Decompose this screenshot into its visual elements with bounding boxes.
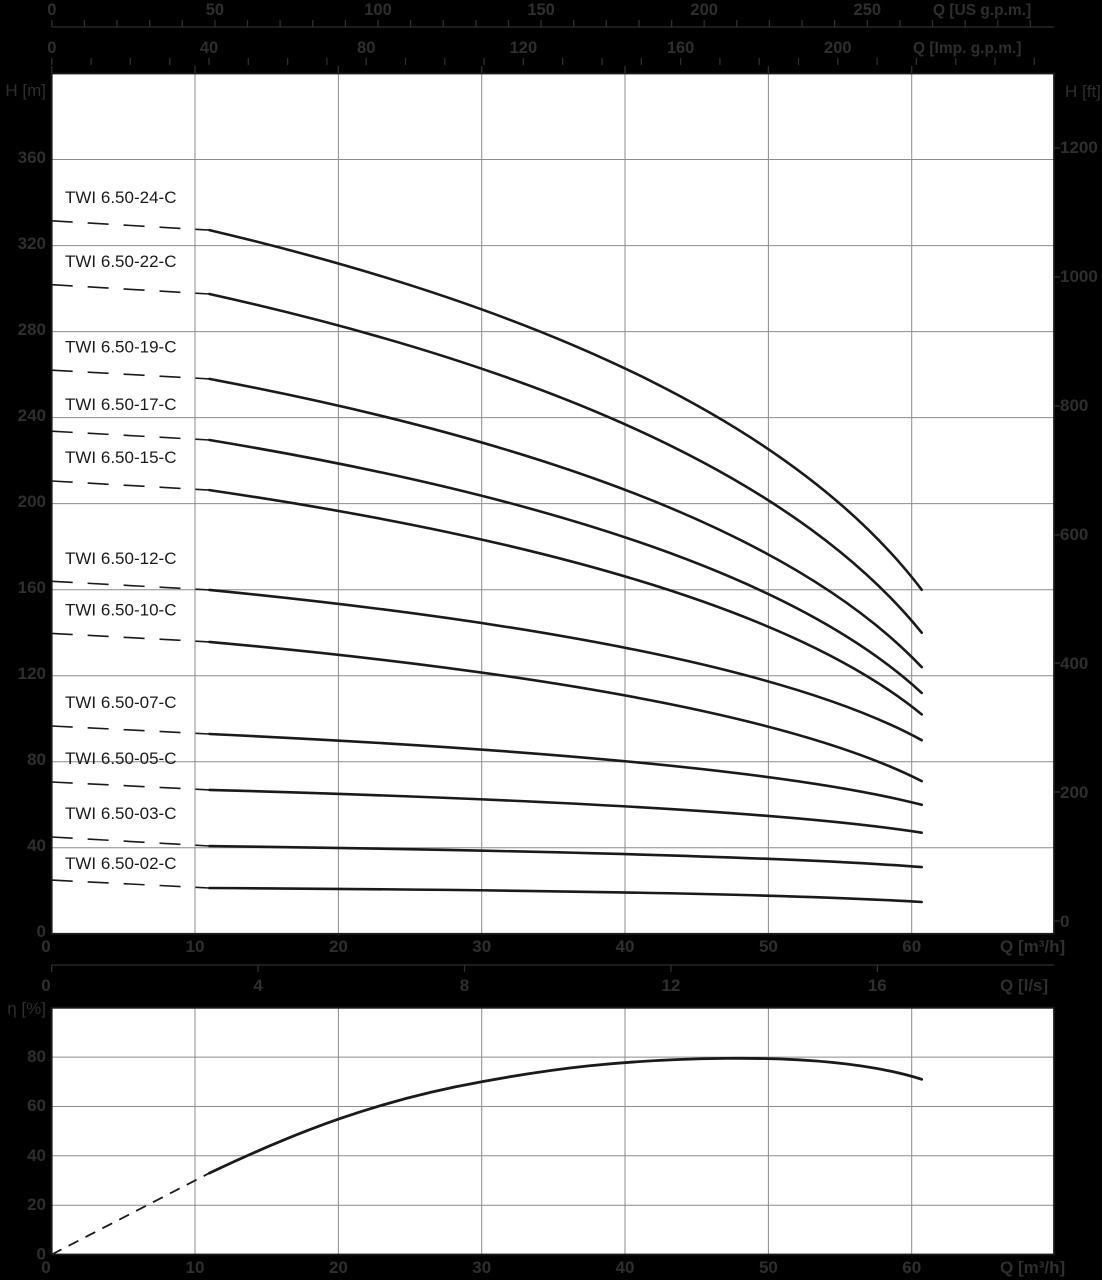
svg-text:30: 30 — [472, 1258, 491, 1277]
svg-text:H [m]: H [m] — [5, 81, 46, 100]
svg-text:10: 10 — [186, 1258, 205, 1277]
svg-text:400: 400 — [1060, 654, 1088, 673]
svg-text:200: 200 — [690, 1, 718, 19]
svg-text:120: 120 — [510, 39, 538, 57]
svg-text:50: 50 — [759, 937, 778, 956]
svg-text:200: 200 — [824, 39, 852, 57]
svg-text:200: 200 — [1060, 783, 1088, 802]
svg-text:TWI 6.50-24-C: TWI 6.50-24-C — [65, 188, 176, 207]
svg-text:40: 40 — [616, 937, 635, 956]
svg-text:200: 200 — [18, 492, 46, 511]
svg-text:40: 40 — [616, 1258, 635, 1277]
svg-text:TWI 6.50-03-C: TWI 6.50-03-C — [65, 804, 176, 823]
svg-text:0: 0 — [47, 1, 56, 19]
svg-text:120: 120 — [18, 664, 46, 683]
svg-text:Q [m³/h]: Q [m³/h] — [1000, 937, 1065, 956]
svg-text:4: 4 — [253, 976, 263, 995]
svg-text:250: 250 — [854, 1, 882, 19]
svg-text:Q [Imp. g.p.m.]: Q [Imp. g.p.m.] — [913, 40, 1022, 57]
svg-text:160: 160 — [18, 578, 46, 597]
svg-text:160: 160 — [667, 39, 695, 57]
svg-text:80: 80 — [27, 750, 46, 769]
svg-text:20: 20 — [329, 937, 348, 956]
svg-text:TWI 6.50-07-C: TWI 6.50-07-C — [65, 693, 176, 712]
svg-text:Q [US g.p.m.]: Q [US g.p.m.] — [933, 2, 1031, 19]
svg-text:40: 40 — [27, 1146, 46, 1165]
svg-text:320: 320 — [18, 234, 46, 253]
svg-text:0: 0 — [1060, 912, 1069, 931]
svg-text:60: 60 — [902, 1258, 921, 1277]
svg-text:H [ft]: H [ft] — [1065, 82, 1101, 101]
svg-text:80: 80 — [357, 39, 375, 57]
svg-text:Q [l/s]: Q [l/s] — [1000, 976, 1048, 995]
svg-text:360: 360 — [18, 148, 46, 167]
svg-text:TWI 6.50-17-C: TWI 6.50-17-C — [65, 395, 176, 414]
svg-text:20: 20 — [329, 1258, 348, 1277]
svg-text:0: 0 — [47, 39, 56, 57]
svg-text:0: 0 — [41, 937, 50, 956]
svg-text:TWI 6.50-22-C: TWI 6.50-22-C — [65, 252, 176, 271]
svg-text:0: 0 — [41, 1258, 50, 1277]
svg-text:TWI 6.50-12-C: TWI 6.50-12-C — [65, 549, 176, 568]
svg-text:280: 280 — [18, 320, 46, 339]
svg-text:1000: 1000 — [1060, 267, 1098, 286]
svg-text:20: 20 — [27, 1195, 46, 1214]
svg-text:800: 800 — [1060, 396, 1088, 415]
svg-text:TWI 6.50-19-C: TWI 6.50-19-C — [65, 338, 176, 357]
svg-text:600: 600 — [1060, 525, 1088, 544]
svg-text:60: 60 — [902, 937, 921, 956]
svg-text:1200: 1200 — [1060, 138, 1098, 157]
svg-text:40: 40 — [200, 39, 218, 57]
svg-text:240: 240 — [18, 406, 46, 425]
svg-text:80: 80 — [27, 1047, 46, 1066]
svg-text:TWI 6.50-05-C: TWI 6.50-05-C — [65, 749, 176, 768]
svg-text:TWI 6.50-02-C: TWI 6.50-02-C — [65, 854, 176, 873]
svg-text:100: 100 — [364, 1, 392, 19]
svg-text:TWI 6.50-10-C: TWI 6.50-10-C — [65, 600, 176, 619]
svg-text:Q [m³/h]: Q [m³/h] — [1000, 1258, 1065, 1277]
svg-text:16: 16 — [868, 976, 887, 995]
svg-text:40: 40 — [27, 836, 46, 855]
svg-text:12: 12 — [661, 976, 680, 995]
svg-text:8: 8 — [460, 976, 469, 995]
svg-text:60: 60 — [27, 1096, 46, 1115]
svg-text:150: 150 — [527, 1, 555, 19]
svg-text:TWI 6.50-15-C: TWI 6.50-15-C — [65, 448, 176, 467]
svg-text:50: 50 — [759, 1258, 778, 1277]
svg-text:30: 30 — [472, 937, 491, 956]
svg-text:50: 50 — [206, 1, 224, 19]
svg-text:η [%]: η [%] — [7, 999, 46, 1018]
svg-text:10: 10 — [186, 937, 205, 956]
svg-text:0: 0 — [41, 976, 50, 995]
